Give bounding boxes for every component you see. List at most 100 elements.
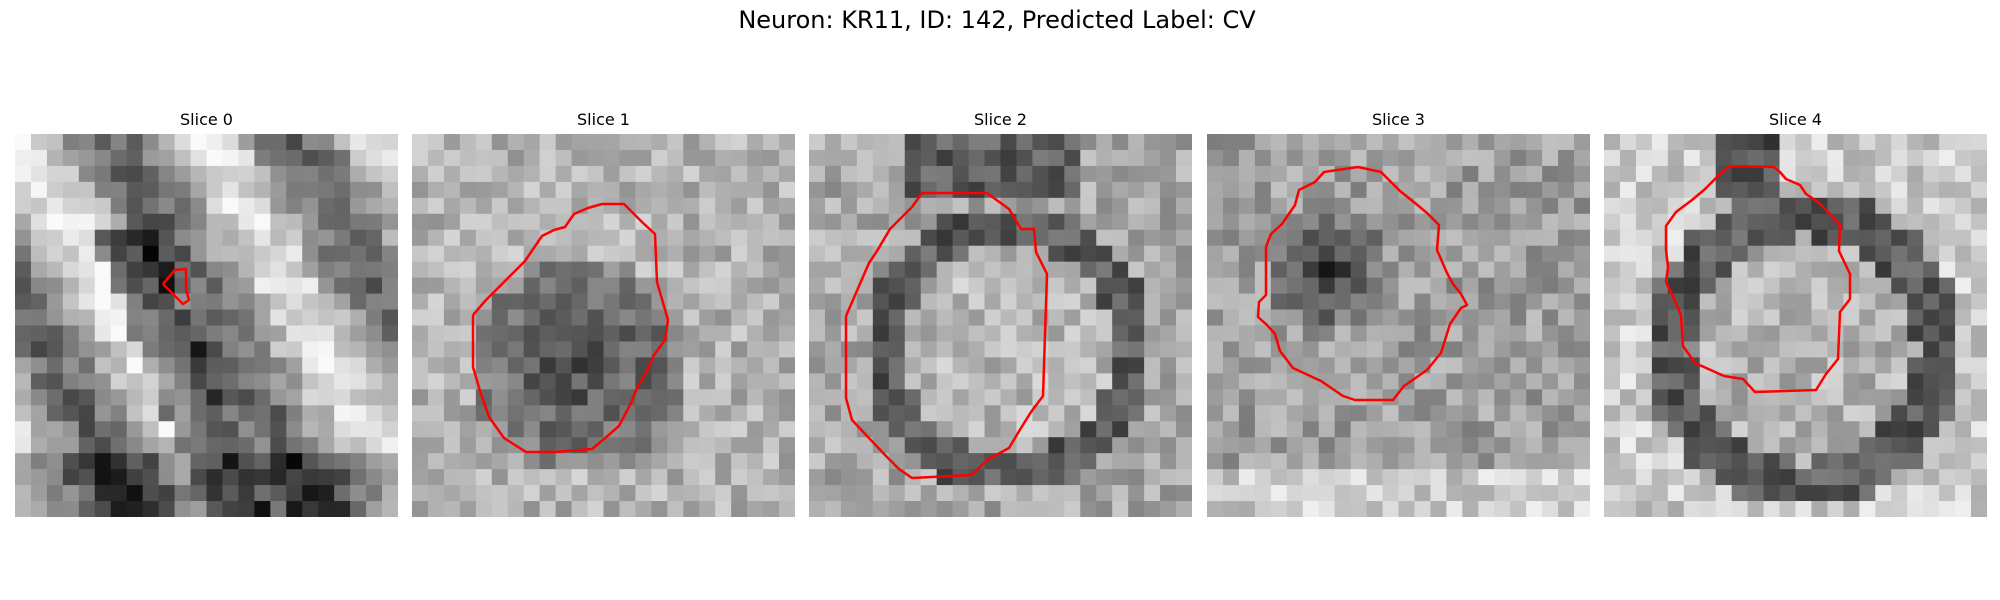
image-pixel xyxy=(1430,389,1447,406)
image-pixel xyxy=(779,293,795,311)
image-pixel xyxy=(507,373,525,390)
image-pixel xyxy=(1112,165,1129,183)
image-pixel xyxy=(603,277,621,295)
image-pixel xyxy=(1302,229,1320,247)
image-pixel xyxy=(920,293,938,311)
image-pixel xyxy=(1222,309,1240,327)
image-pixel xyxy=(840,453,858,470)
image-pixel xyxy=(318,229,335,247)
image-pixel xyxy=(984,277,1002,295)
image-pixel xyxy=(350,485,367,502)
image-pixel xyxy=(667,453,684,470)
image-pixel xyxy=(1542,229,1559,247)
image-pixel xyxy=(1510,261,1527,279)
image-pixel xyxy=(936,485,954,502)
image-pixel xyxy=(350,213,367,231)
image-pixel xyxy=(1128,261,1145,279)
image-pixel xyxy=(1238,389,1256,406)
image-pixel xyxy=(840,469,858,486)
image-pixel xyxy=(1731,181,1749,199)
image-pixel xyxy=(667,229,684,247)
image-pixel xyxy=(1207,421,1224,438)
image-pixel xyxy=(78,389,96,406)
image-pixel xyxy=(190,213,208,231)
image-pixel xyxy=(809,453,826,470)
image-pixel xyxy=(1494,181,1511,199)
image-pixel xyxy=(1176,389,1192,406)
image-pixel xyxy=(94,325,112,343)
image-pixel xyxy=(699,134,716,151)
image-pixel xyxy=(1080,245,1097,263)
image-pixel xyxy=(651,325,668,343)
image-pixel xyxy=(904,357,922,374)
image-pixel xyxy=(507,501,525,517)
image-pixel xyxy=(603,485,621,502)
image-pixel xyxy=(1526,469,1543,486)
image-pixel xyxy=(238,373,255,390)
image-pixel xyxy=(302,134,319,151)
image-pixel xyxy=(1334,245,1352,263)
image-pixel xyxy=(427,405,445,422)
image-pixel xyxy=(1128,277,1145,295)
image-pixel xyxy=(1366,181,1384,199)
image-pixel xyxy=(1160,229,1177,247)
image-pixel xyxy=(1286,437,1304,454)
image-pixel xyxy=(1683,149,1701,167)
image-pixel xyxy=(872,261,890,279)
image-pixel xyxy=(491,405,509,422)
image-pixel xyxy=(174,165,192,183)
image-pixel xyxy=(1207,501,1224,517)
panel-title-slice-4: Slice 4 xyxy=(1769,110,1822,129)
image-pixel xyxy=(206,405,224,422)
image-pixel xyxy=(94,421,112,438)
image-pixel xyxy=(1176,277,1192,295)
image-pixel xyxy=(1462,421,1479,438)
image-pixel xyxy=(1000,501,1018,517)
image-pixel xyxy=(715,341,732,359)
image-pixel xyxy=(1238,213,1256,231)
image-pixel xyxy=(1398,213,1416,231)
image-pixel xyxy=(254,469,271,486)
image-pixel xyxy=(491,181,509,199)
image-pixel xyxy=(747,341,764,359)
image-pixel xyxy=(1080,229,1097,247)
image-pixel xyxy=(222,389,240,406)
image-pixel xyxy=(158,245,176,263)
image-pixel xyxy=(1334,277,1352,295)
image-pixel xyxy=(952,165,970,183)
image-pixel xyxy=(1510,437,1527,454)
image-pixel xyxy=(824,213,842,231)
image-pixel xyxy=(1779,373,1797,390)
image-pixel xyxy=(1494,245,1511,263)
image-pixel xyxy=(1699,261,1717,279)
image-pixel xyxy=(779,469,795,486)
image-pixel xyxy=(824,341,842,359)
image-pixel xyxy=(475,197,493,215)
image-pixel xyxy=(142,309,160,327)
image-pixel xyxy=(968,229,986,247)
image-pixel xyxy=(1238,197,1256,215)
image-pixel xyxy=(1747,421,1765,438)
image-pixel xyxy=(809,181,826,199)
image-pixel xyxy=(1350,405,1368,422)
image-pixel xyxy=(382,437,398,454)
image-pixel xyxy=(206,357,224,374)
image-pixel xyxy=(412,197,429,215)
image-pixel xyxy=(1604,389,1621,406)
image-pixel xyxy=(856,421,874,438)
image-pixel xyxy=(1064,437,1081,454)
image-pixel xyxy=(1270,197,1288,215)
image-pixel xyxy=(1891,165,1908,183)
image-pixel xyxy=(1542,134,1559,151)
image-pixel xyxy=(254,229,271,247)
image-pixel xyxy=(1683,277,1701,295)
image-pixel xyxy=(270,149,287,167)
image-pixel xyxy=(1731,341,1749,359)
image-pixel xyxy=(1238,325,1256,343)
image-pixel xyxy=(206,213,224,231)
image-pixel xyxy=(30,277,48,295)
image-pixel xyxy=(1923,245,1940,263)
image-pixel xyxy=(1715,245,1733,263)
image-pixel xyxy=(174,149,192,167)
image-pixel xyxy=(1811,149,1829,167)
